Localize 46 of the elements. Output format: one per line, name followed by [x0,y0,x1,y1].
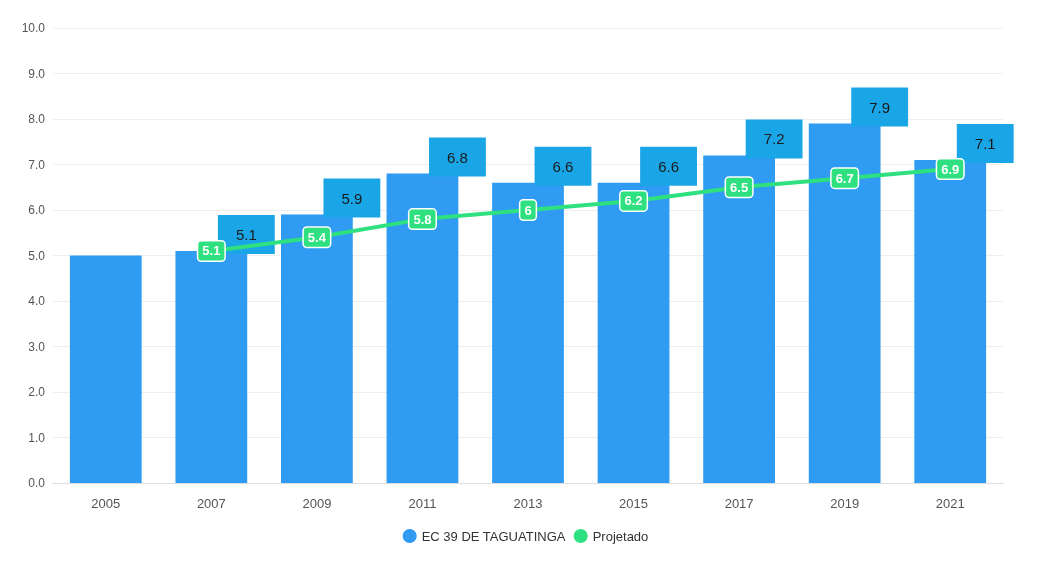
data-label: 6.6 [552,157,574,175]
data-label: 6.5 [730,179,749,195]
y-tick-label: 8.0 [28,112,46,126]
x-tick-label: 2021 [935,496,965,511]
x-tick-label: 2011 [408,496,437,511]
data-label: 6.9 [941,161,960,177]
y-tick-label: 4.0 [28,294,46,308]
bar [597,182,670,483]
data-label: 6.7 [835,170,854,186]
data-label: 6 [524,202,532,218]
data-label: 5.1 [202,243,221,259]
y-tick-label: 1.0 [28,430,46,445]
y-tick-label: 0.0 [28,476,46,490]
legend-label: EC 39 DE TAGUATINGA [421,528,566,544]
data-label: 7.9 [869,98,891,116]
x-tick-label: 2013 [513,496,543,511]
data-label: 7.2 [763,130,785,148]
data-label: 5.8 [413,211,432,227]
bar [703,155,775,483]
x-tick-label: 2005 [91,496,121,511]
x-tick-label: 2015 [619,496,649,511]
bar [386,173,459,483]
bar [69,255,142,483]
data-label: 5.9 [341,189,363,207]
bar [281,214,353,483]
data-label: 7.1 [974,134,996,152]
bar [808,123,881,483]
x-tick-label: 2017 [724,496,754,511]
x-tick-label: 2009 [302,496,332,511]
y-tick-label: 3.0 [28,339,46,354]
y-tick-label: 10.0 [21,21,46,35]
legend-label: Projetado [592,528,649,544]
bar [914,159,987,483]
bar [492,182,564,483]
y-tick-label: 7.0 [28,157,46,172]
x-tick-label: 2007 [196,496,226,511]
data-label: 6.6 [658,157,679,175]
x-tick-label: 2019 [830,496,860,511]
data-label: 5.1 [235,225,257,243]
y-tick-label: 6.0 [28,203,46,217]
y-tick-label: 9.0 [28,66,46,81]
data-label: 5.4 [307,229,327,245]
data-label: 6.8 [447,148,468,166]
data-label: 6.2 [624,193,643,209]
y-tick-label: 2.0 [28,385,46,399]
y-tick-label: 5.0 [28,248,46,263]
